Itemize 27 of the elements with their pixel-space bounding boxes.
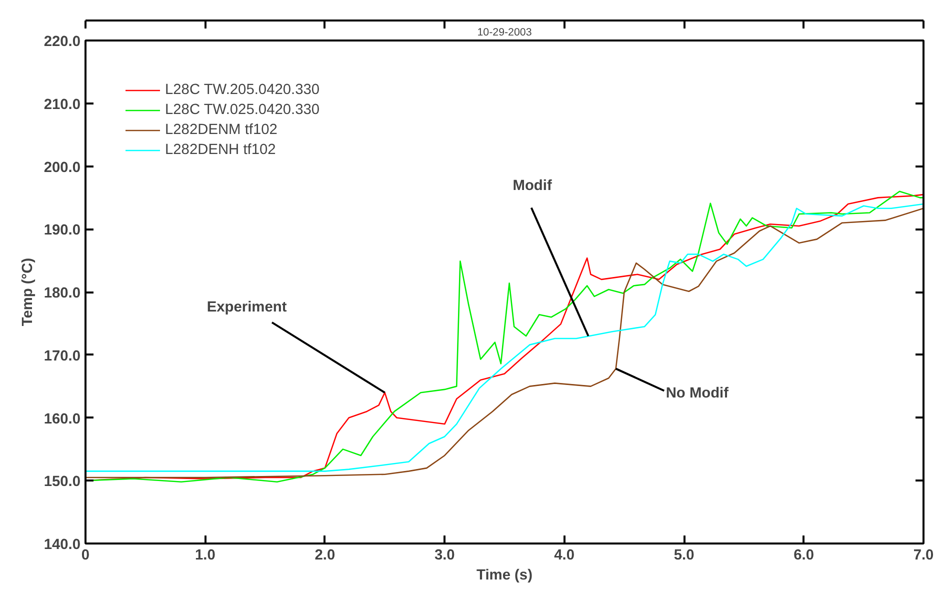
y-tick-label: 210.0 <box>44 96 81 113</box>
x-tick-label: 6.0 <box>794 548 814 564</box>
x-tick-label: 5.0 <box>674 548 694 564</box>
y-tick-label: 170.0 <box>44 348 81 364</box>
y-tick-label: 150.0 <box>44 474 81 490</box>
y-tick-label: 190.0 <box>44 222 81 239</box>
chart-title: 10-29-2003 <box>477 26 532 38</box>
legend-label: L28C TW.025.0420.330 <box>165 102 320 118</box>
annotation: No Modif <box>666 386 729 402</box>
x-tick-label: 2.0 <box>314 548 336 564</box>
x-tick-label: 1.0 <box>195 548 216 564</box>
x-tick-label: 0 <box>81 548 90 564</box>
y-tick-label: 200.0 <box>44 160 81 176</box>
y-axis-title: Temp (°C) <box>20 258 36 326</box>
legend-label: L282DENM tf102 <box>165 122 278 138</box>
y-tick-label: 220.0 <box>44 34 81 50</box>
x-axis-title: Time (s) <box>476 568 533 584</box>
legend-label: L282DENH tf102 <box>165 142 276 158</box>
y-tick-label: 140.0 <box>44 537 81 553</box>
x-tick-label: 7.0 <box>913 548 934 564</box>
x-tick-label: 4.0 <box>554 548 575 564</box>
x-tick-label: 3.0 <box>434 548 455 564</box>
legend-label: L28C TW.205.0420.330 <box>165 82 320 98</box>
annotation: Experiment <box>206 300 287 316</box>
y-tick-label: 180.0 <box>44 286 81 302</box>
y-tick-label: 160.0 <box>44 411 81 428</box>
annotation: Modif <box>512 178 552 194</box>
